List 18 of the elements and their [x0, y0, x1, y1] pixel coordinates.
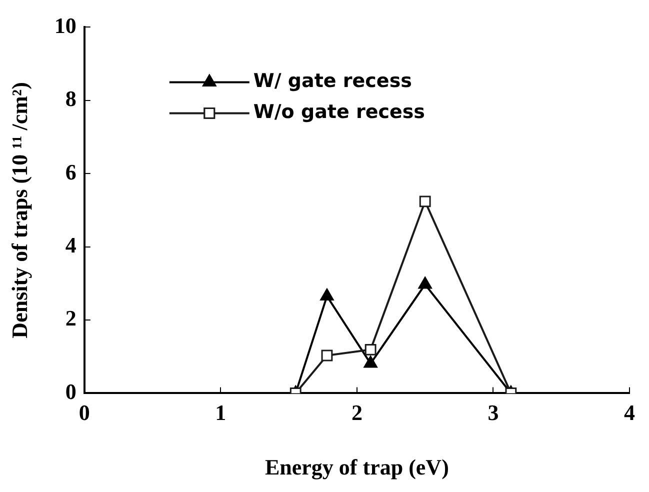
point	[418, 276, 432, 289]
y-axis-title: Density of traps (10 ¹¹ /cm²)	[6, 82, 32, 338]
y-tick-label: 8	[65, 86, 76, 112]
y-tick-label: 4	[65, 232, 76, 258]
legend-label: W/o gate recess	[253, 101, 425, 124]
point	[320, 288, 334, 300]
legend-label: W/ gate recess	[253, 70, 412, 92]
x-tick-label: 4	[624, 400, 635, 426]
x-tick-label: 2	[351, 400, 362, 426]
point	[364, 356, 378, 368]
y-tick-label: 2	[65, 306, 76, 331]
point	[419, 196, 431, 208]
x-tick-label: 3	[488, 400, 499, 426]
y-tick-label: 6	[65, 159, 76, 184]
y-tick-label: 0	[65, 378, 76, 404]
y-tick-label: 10	[54, 12, 76, 38]
x-tick-label: 1	[215, 400, 226, 426]
x-axis-title: Energy of trap (eV)	[264, 454, 449, 480]
